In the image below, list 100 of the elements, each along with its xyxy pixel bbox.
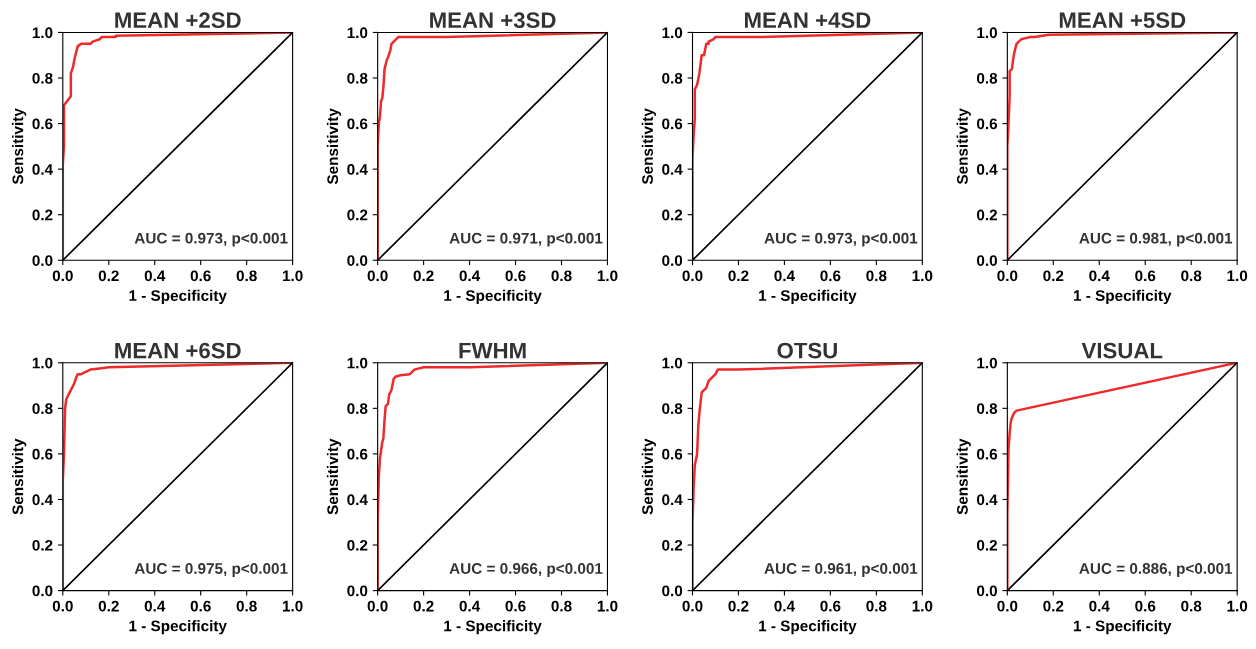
x-tick-label: 0.2 <box>728 600 749 612</box>
y-tick-label: 0.8 <box>976 403 998 415</box>
y-tick-label: 0.4 <box>976 164 998 175</box>
annotation: AUC = 0.961, p<0.001 <box>764 563 918 577</box>
chart-title: MEAN +4SD <box>744 12 871 29</box>
x-axis-title: 1 - Specificity <box>759 289 857 305</box>
y-axis-title: Sensitivity <box>326 438 342 515</box>
y-tick-label: 0.6 <box>347 448 368 460</box>
x-axis-title: 1 - Specificity <box>1073 620 1172 635</box>
x-tick-label: 0.8 <box>551 270 572 282</box>
x-tick-label: 0.4 <box>1089 270 1110 282</box>
y-tick-label: 1.0 <box>32 27 53 39</box>
x-tick-label: 0.6 <box>1135 600 1156 612</box>
y-tick-label: 0.2 <box>32 539 53 551</box>
x-tick-label: 0.4 <box>144 270 166 282</box>
chart-title: MEAN +2SD <box>115 12 241 29</box>
y-tick-label: 0.0 <box>662 255 683 266</box>
x-tick-label: 0.8 <box>866 270 887 282</box>
x-tick-label: 0.4 <box>144 600 166 612</box>
chart-title: MEAN +6SD <box>115 342 241 359</box>
y-tick-label: 0.8 <box>32 403 53 415</box>
annotation: AUC = 0.975, p<0.001 <box>134 563 288 577</box>
y-tick-label: 0.0 <box>662 585 683 597</box>
x-tick-label: 1.0 <box>597 270 618 282</box>
x-tick-label: 0.8 <box>1181 600 1202 612</box>
x-axis-title: 1 - Specificity <box>759 620 857 635</box>
x-tick-label: 0.6 <box>820 600 841 612</box>
y-tick-label: 0.2 <box>976 209 998 221</box>
y-tick-label: 0.4 <box>32 494 53 506</box>
y-axis-title: Sensitivity <box>12 108 27 185</box>
x-tick-label: 0.2 <box>1043 600 1064 612</box>
x-tick-label: 1.0 <box>1227 600 1248 612</box>
x-tick-label: 1.0 <box>912 600 933 612</box>
x-tick-label: 0.8 <box>1181 270 1202 282</box>
y-tick-label: 1.0 <box>347 27 368 39</box>
x-tick-label: 0.0 <box>367 600 388 612</box>
y-tick-label: 0.0 <box>32 585 53 597</box>
y-axis-title: Sensitivity <box>12 438 27 515</box>
x-axis-title: 1 - Specificity <box>1073 289 1172 305</box>
y-tick-label: 0.0 <box>32 255 53 266</box>
y-tick-label: 0.0 <box>347 585 368 597</box>
y-tick-label: 1.0 <box>662 27 683 39</box>
y-tick-label: 0.8 <box>662 72 683 84</box>
annotation: AUC = 0.886, p<0.001 <box>1079 563 1233 577</box>
x-tick-label: 0.6 <box>1135 270 1156 282</box>
x-tick-label: 0.8 <box>551 600 572 612</box>
y-tick-label: 0.6 <box>976 448 998 460</box>
annotation: AUC = 0.973, p<0.001 <box>764 232 918 247</box>
y-tick-label: 0.2 <box>32 209 53 221</box>
x-axis-title: 1 - Specificity <box>444 620 542 635</box>
x-tick-label: 0.4 <box>459 600 481 612</box>
y-axis-title: Sensitivity <box>641 108 656 185</box>
y-tick-label: 0.6 <box>32 448 53 460</box>
x-tick-label: 0.4 <box>459 270 481 282</box>
x-tick-label: 0.2 <box>98 600 119 612</box>
y-tick-label: 0.4 <box>662 164 683 175</box>
annotation: AUC = 0.971, p<0.001 <box>449 232 603 247</box>
y-tick-label: 0.6 <box>662 118 683 130</box>
x-tick-label: 0.2 <box>413 600 434 612</box>
x-tick-label: 0.8 <box>236 270 257 282</box>
y-tick-label: 0.8 <box>347 403 368 415</box>
y-tick-label: 0.4 <box>976 494 998 506</box>
x-tick-label: 1.0 <box>912 270 933 282</box>
y-tick-label: 1.0 <box>32 357 53 369</box>
y-tick-label: 0.4 <box>662 494 683 506</box>
y-tick-label: 0.2 <box>976 539 998 551</box>
x-axis-title: 1 - Specificity <box>444 289 542 305</box>
y-tick-label: 0.0 <box>976 585 997 597</box>
y-tick-label: 0.8 <box>32 72 53 84</box>
x-tick-label: 0.0 <box>682 600 703 612</box>
x-tick-label: 0.2 <box>728 270 749 282</box>
y-tick-label: 1.0 <box>662 357 683 369</box>
y-axis-title: Sensitivity <box>326 108 342 185</box>
y-axis-title: Sensitivity <box>956 438 971 515</box>
x-tick-label: 1.0 <box>597 600 618 612</box>
x-tick-label: 0.0 <box>367 270 388 282</box>
x-tick-label: 0.4 <box>774 600 795 612</box>
annotation: AUC = 0.981, p<0.001 <box>1079 232 1233 247</box>
y-tick-label: 0.8 <box>976 72 998 84</box>
x-axis-title: 1 - Specificity <box>129 620 227 635</box>
y-tick-label: 0.8 <box>662 403 683 415</box>
y-tick-label: 1.0 <box>977 27 997 39</box>
x-tick-label: 0.0 <box>997 270 1018 282</box>
y-tick-label: 0.2 <box>662 209 683 221</box>
chart-title: MEAN +5SD <box>1059 12 1186 29</box>
x-tick-label: 0.4 <box>1089 600 1110 612</box>
chart-title: VISUAL <box>1081 342 1163 359</box>
chart-title: OTSU <box>777 342 837 359</box>
x-tick-label: 0.8 <box>236 600 257 612</box>
y-tick-label: 0.6 <box>976 118 998 130</box>
x-tick-label: 0.6 <box>505 600 526 612</box>
x-tick-label: 0.6 <box>820 270 841 282</box>
y-tick-label: 0.6 <box>32 118 53 130</box>
annotation: AUC = 0.973, p<0.001 <box>134 232 288 247</box>
y-tick-label: 0.4 <box>32 164 53 175</box>
x-axis-title: 1 - Specificity <box>129 289 227 305</box>
x-tick-label: 0.8 <box>866 600 887 612</box>
annotation: AUC = 0.966, p<0.001 <box>449 563 603 577</box>
y-tick-label: 0.6 <box>347 118 368 130</box>
y-tick-label: 0.4 <box>347 164 368 175</box>
